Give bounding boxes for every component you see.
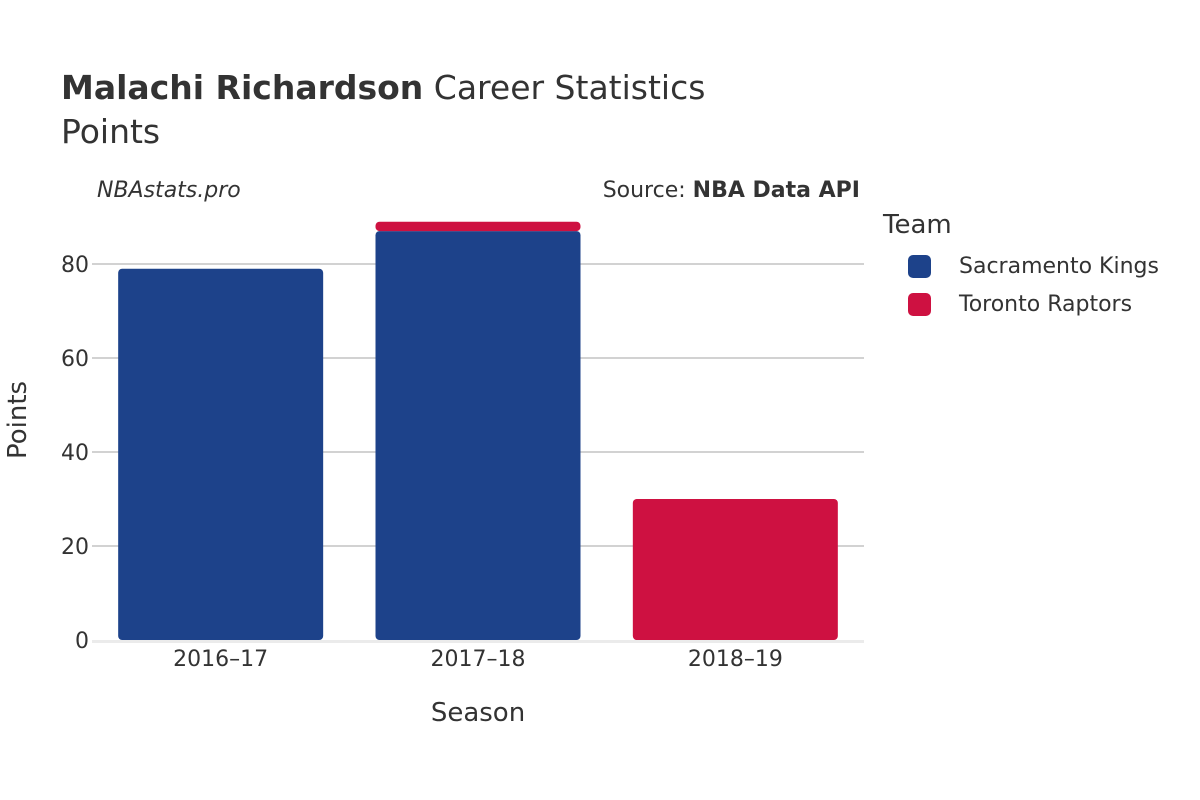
bar-sacramento-kings-1[interactable] bbox=[375, 231, 581, 640]
x-axis-line bbox=[92, 640, 864, 643]
y-tick-label: 0 bbox=[75, 629, 89, 654]
x-tick-label: 2018–19 bbox=[688, 647, 783, 672]
y-axis-title: Points bbox=[3, 381, 33, 459]
y-tick-label: 40 bbox=[61, 441, 89, 466]
bar-toronto-raptors-1[interactable] bbox=[375, 221, 581, 232]
x-axis-title: Season bbox=[431, 698, 525, 728]
legend-label: Sacramento Kings bbox=[959, 253, 1159, 279]
y-tick-label: 20 bbox=[61, 535, 89, 560]
legend-title: Team bbox=[883, 210, 952, 240]
x-tick-label: 2017–18 bbox=[431, 647, 526, 672]
site-watermark: NBAstats.pro bbox=[97, 178, 241, 203]
bar-sacramento-kings-0[interactable] bbox=[118, 268, 324, 640]
legend-label: Toronto Raptors bbox=[959, 291, 1133, 317]
x-tick-label: 2016–17 bbox=[173, 647, 268, 672]
source-credit: Source: NBA Data API bbox=[603, 178, 860, 203]
source-prefix: Source: bbox=[602, 178, 693, 203]
legend-item-toronto-raptors[interactable]: Toronto Raptors bbox=[908, 291, 1132, 317]
y-tick-label: 80 bbox=[61, 253, 89, 278]
axes: 0 20 40 60 80 2016–17 2017–18 2018–19 Season Poin… bbox=[3, 253, 864, 728]
chart-title: Malachi Richardson Career Statistics bbox=[61, 68, 705, 108]
bar-toronto-raptors-2[interactable] bbox=[632, 499, 838, 640]
bars bbox=[118, 221, 838, 640]
source-name: NBA Data API bbox=[692, 178, 860, 203]
player-name: Malachi Richardson bbox=[61, 68, 424, 107]
legend-swatch bbox=[908, 254, 931, 278]
chart-subtitle: Points bbox=[61, 112, 161, 151]
title-suffix: Career Statistics bbox=[423, 68, 706, 107]
legend-item-sacramento-kings[interactable]: Sacramento Kings bbox=[908, 253, 1159, 279]
y-tick-label: 60 bbox=[61, 347, 89, 372]
legend-swatch bbox=[908, 292, 931, 316]
